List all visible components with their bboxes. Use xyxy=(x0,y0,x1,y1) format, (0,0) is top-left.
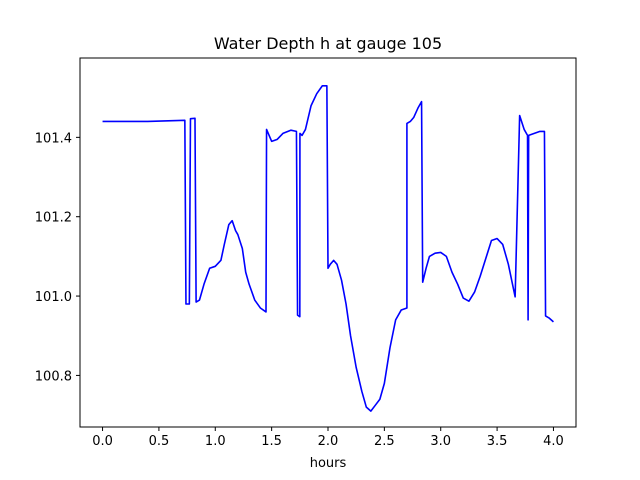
series-line-0 xyxy=(102,84,554,412)
x-tick-label: 4.0 xyxy=(543,434,564,449)
y-tick-label: 101.0 xyxy=(35,290,72,305)
x-tick-label: 1.0 xyxy=(205,434,226,449)
plot-area xyxy=(102,84,554,412)
y-tick-label: 100.8 xyxy=(35,369,72,384)
x-axis-label: hours xyxy=(310,456,347,471)
x-tick-label: 2.0 xyxy=(318,434,339,449)
y-axis: 100.8 101.0 101.2 101.4 xyxy=(35,131,80,384)
x-tick-label: 3.0 xyxy=(430,434,451,449)
x-tick-label: 3.5 xyxy=(487,434,508,449)
y-tick-label: 101.2 xyxy=(35,211,72,226)
x-axis: 0.0 0.5 1.0 1.5 2.0 2.5 3.0 3.5 4.0 xyxy=(92,427,564,449)
x-tick-label: 0.0 xyxy=(92,434,113,449)
x-tick-label: 1.5 xyxy=(261,434,282,449)
x-tick-label: 0.5 xyxy=(149,434,170,449)
chart-title: Water Depth h at gauge 105 xyxy=(214,34,442,53)
y-tick-label: 101.4 xyxy=(35,131,72,146)
x-tick-label: 2.5 xyxy=(374,434,395,449)
